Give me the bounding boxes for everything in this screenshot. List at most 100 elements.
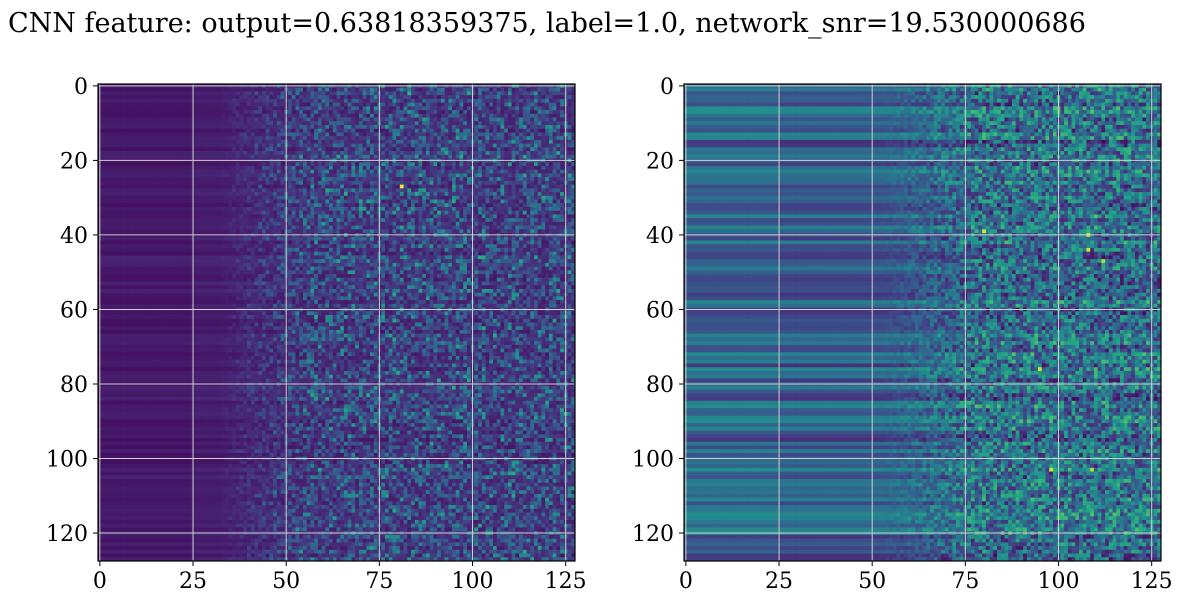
heatmap-cell — [537, 121, 542, 126]
heatmap-cell — [399, 154, 404, 159]
heatmap-cell — [232, 136, 237, 141]
heatmap-cell — [179, 203, 185, 208]
heatmap-cell — [347, 210, 352, 215]
heatmap-cell — [157, 203, 162, 208]
heatmap-cell — [194, 113, 199, 118]
heatmap-cell — [314, 91, 319, 96]
heatmap-cell — [388, 136, 393, 141]
heatmap-cell — [150, 136, 155, 141]
heatmap-cell — [530, 162, 535, 167]
heatmap-cell — [101, 218, 106, 223]
heatmap-cell — [440, 177, 445, 182]
heatmap-cell — [537, 136, 542, 141]
heatmap-cell — [224, 110, 229, 115]
heatmap-cell — [425, 154, 431, 159]
heatmap-cell — [522, 128, 527, 133]
heatmap-cell — [425, 143, 431, 148]
heatmap-cell — [179, 165, 185, 171]
heatmap-cell — [466, 184, 472, 189]
heatmap-cell — [329, 154, 334, 159]
heatmap-cell — [172, 184, 177, 189]
heatmap-cell — [474, 139, 479, 144]
heatmap-cell — [198, 136, 203, 141]
heatmap-cell — [325, 102, 330, 107]
heatmap-cell — [261, 121, 267, 126]
heatmap-cell — [537, 195, 542, 200]
heatmap-cell — [425, 87, 431, 92]
heatmap-cell — [560, 180, 565, 185]
heatmap-cell — [250, 173, 255, 178]
heatmap-cell — [351, 214, 356, 219]
heatmap-cell — [414, 165, 419, 171]
heatmap-cell — [478, 147, 483, 152]
heatmap-cell — [239, 177, 244, 182]
heatmap-cell — [548, 147, 553, 152]
heatmap-cell — [302, 173, 308, 178]
heatmap-cell — [392, 221, 397, 226]
heatmap-cell — [418, 124, 423, 130]
heatmap-cell — [157, 102, 162, 107]
heatmap-cell — [172, 139, 177, 144]
heatmap-cell — [355, 91, 360, 96]
heatmap-cell — [161, 87, 166, 92]
heatmap-cell — [220, 210, 226, 215]
heatmap-cell — [485, 136, 490, 141]
heatmap-cell — [433, 221, 438, 226]
heatmap-cell — [362, 218, 367, 223]
heatmap-cell — [142, 173, 147, 178]
heatmap-cell — [459, 98, 464, 103]
heatmap-cell — [209, 162, 214, 167]
heatmap-cell — [265, 121, 270, 126]
heatmap-cell — [247, 203, 252, 208]
heatmap-cell — [209, 102, 214, 107]
heatmap-cell — [276, 184, 281, 189]
heatmap-cell — [336, 139, 341, 144]
heatmap-cell — [366, 184, 371, 189]
heatmap-cell — [515, 143, 520, 148]
heatmap-cell — [556, 124, 561, 130]
heatmap-cell — [187, 87, 192, 92]
heatmap-cell — [120, 206, 125, 212]
heatmap-cell — [381, 136, 386, 141]
heatmap-cell — [433, 124, 438, 130]
heatmap-cell — [332, 184, 337, 189]
heatmap-cell — [396, 199, 401, 204]
heatmap-cell — [109, 95, 114, 100]
heatmap-cell — [176, 139, 181, 144]
heatmap-cell — [444, 117, 449, 122]
heatmap-cell — [448, 218, 453, 223]
heatmap-cell — [425, 139, 431, 144]
heatmap-cell — [414, 106, 419, 111]
heatmap-cell — [418, 192, 423, 197]
heatmap-cell — [220, 143, 226, 148]
heatmap-cell — [422, 136, 427, 141]
heatmap-cell — [325, 121, 330, 126]
heatmap-cell — [306, 154, 311, 159]
heatmap-cell — [120, 218, 125, 223]
heatmap-cell — [276, 124, 281, 130]
heatmap-cell — [504, 188, 509, 193]
heatmap-cell — [474, 106, 479, 111]
heatmap-cell — [310, 203, 315, 208]
heatmap-cell — [329, 180, 334, 185]
heatmap-cell — [105, 113, 110, 118]
heatmap-cell — [157, 147, 162, 152]
heatmap-cell — [485, 162, 490, 167]
heatmap-cell — [530, 188, 535, 193]
heatmap-cell — [217, 98, 222, 103]
heatmap-cell — [366, 177, 371, 182]
heatmap-cell — [466, 218, 472, 223]
heatmap-cell — [280, 165, 285, 171]
heatmap-cell — [485, 225, 490, 230]
heatmap-cell — [407, 102, 412, 107]
heatmap-cell — [165, 117, 170, 122]
heatmap-cell — [481, 188, 486, 193]
heatmap-cell — [239, 95, 244, 100]
heatmap-cell — [317, 177, 322, 182]
heatmap-cell — [362, 117, 367, 122]
heatmap-cell — [299, 132, 304, 137]
heatmap-cell — [105, 132, 110, 137]
heatmap-cell — [534, 203, 539, 208]
heatmap-cell — [515, 188, 520, 193]
heatmap-cell — [314, 221, 319, 226]
